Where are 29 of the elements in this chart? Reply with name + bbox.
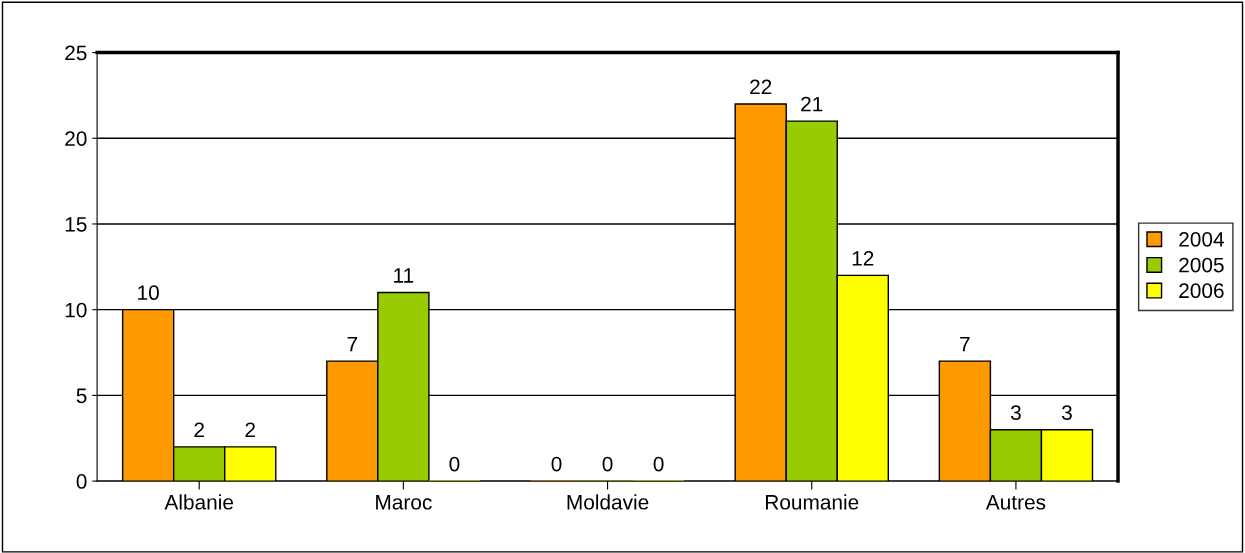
legend-label: 2005 <box>1179 257 1224 273</box>
y-tick-label: 15 <box>65 217 87 232</box>
data-label: 0 <box>602 456 613 472</box>
data-label: 11 <box>394 268 414 283</box>
data-label: 12 <box>852 250 874 266</box>
data-label: 3 <box>1010 405 1021 421</box>
data-label: 10 <box>138 285 159 301</box>
y-tick-label: 10 <box>65 302 87 318</box>
data-label: 0 <box>449 456 460 472</box>
data-label: 0 <box>653 456 664 472</box>
data-label: 0 <box>551 456 562 472</box>
data-label: 7 <box>960 336 970 352</box>
data-label: 22 <box>750 79 772 95</box>
x-tick-label: Maroc <box>376 495 432 510</box>
x-tick-label: Moldavie <box>567 494 649 510</box>
x-tick-label: Albanie <box>164 494 234 510</box>
y-tick-label: 20 <box>65 131 87 146</box>
y-tick-label: 5 <box>76 388 87 404</box>
x-tick-label: Autres <box>985 495 1046 510</box>
data-label: 3 <box>1061 405 1072 421</box>
x-tick-label: Roumanie <box>765 494 859 510</box>
y-tick-label: 25 <box>65 45 87 61</box>
legend-label: 2004 <box>1179 231 1224 247</box>
data-label: 7 <box>347 336 358 352</box>
y-tick-label: 0 <box>76 474 87 489</box>
data-label: 2 <box>245 422 255 437</box>
data-label: 2 <box>194 422 204 437</box>
data-label: 21 <box>801 96 823 112</box>
legend-label: 2006 <box>1179 283 1224 299</box>
